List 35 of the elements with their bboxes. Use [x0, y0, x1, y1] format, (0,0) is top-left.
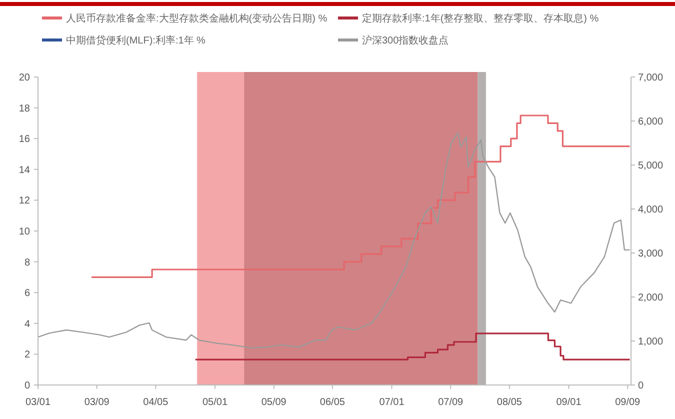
- y-tick-label: 16: [18, 134, 30, 146]
- y-tick-label: 8: [24, 257, 30, 268]
- y2-tick-label: 6,000: [638, 116, 664, 128]
- y2-tick-label: 7,000: [638, 72, 664, 84]
- legend-label: 中期借贷便利(MLF):利率:1年 %: [66, 34, 206, 46]
- y-tick-label: 18: [18, 103, 30, 114]
- y2-tick-label: 2,000: [638, 292, 664, 304]
- x-tick-label: 06/05: [320, 397, 346, 408]
- x-tick-label: 09/09: [615, 397, 641, 408]
- x-tick-label: 07/09: [438, 397, 464, 408]
- line-series: [37, 132, 630, 349]
- x-tick-label: 04/05: [143, 397, 169, 408]
- y-tick-label: 12: [18, 196, 30, 207]
- x-tick-label: 09/01: [556, 397, 582, 408]
- y2-tick-label: 1,000: [638, 336, 664, 348]
- y-tick-label: 20: [18, 72, 30, 84]
- y2-tick-label: 0: [638, 380, 644, 392]
- y-tick-label: 0: [24, 380, 30, 392]
- x-tick-label: 08/05: [496, 397, 522, 408]
- y-tick-label: 4: [24, 318, 30, 330]
- y2-tick-label: 5,000: [638, 160, 664, 172]
- y-tick-label: 14: [18, 164, 30, 176]
- legend-label: 定期存款利率:1年(整存整取、整存零取、存本取息) %: [362, 12, 599, 24]
- x-tick-label: 05/01: [202, 397, 228, 408]
- legend-label: 沪深300指数收盘点: [362, 34, 449, 46]
- legend-label: 人民币存款准备金率:大型存款类金融机构(变动公告日期) %: [66, 12, 328, 24]
- x-tick-label: 07/01: [379, 397, 405, 408]
- x-tick-label: 05/09: [261, 397, 287, 408]
- x-tick-label: 03/09: [84, 397, 110, 408]
- y-tick-label: 10: [18, 226, 30, 238]
- x-tick-label: 03/01: [25, 397, 51, 408]
- y2-tick-label: 4,000: [638, 204, 664, 216]
- y-tick-label: 2: [24, 350, 30, 361]
- y-tick-label: 6: [24, 288, 30, 300]
- y2-tick-label: 3,000: [638, 248, 664, 260]
